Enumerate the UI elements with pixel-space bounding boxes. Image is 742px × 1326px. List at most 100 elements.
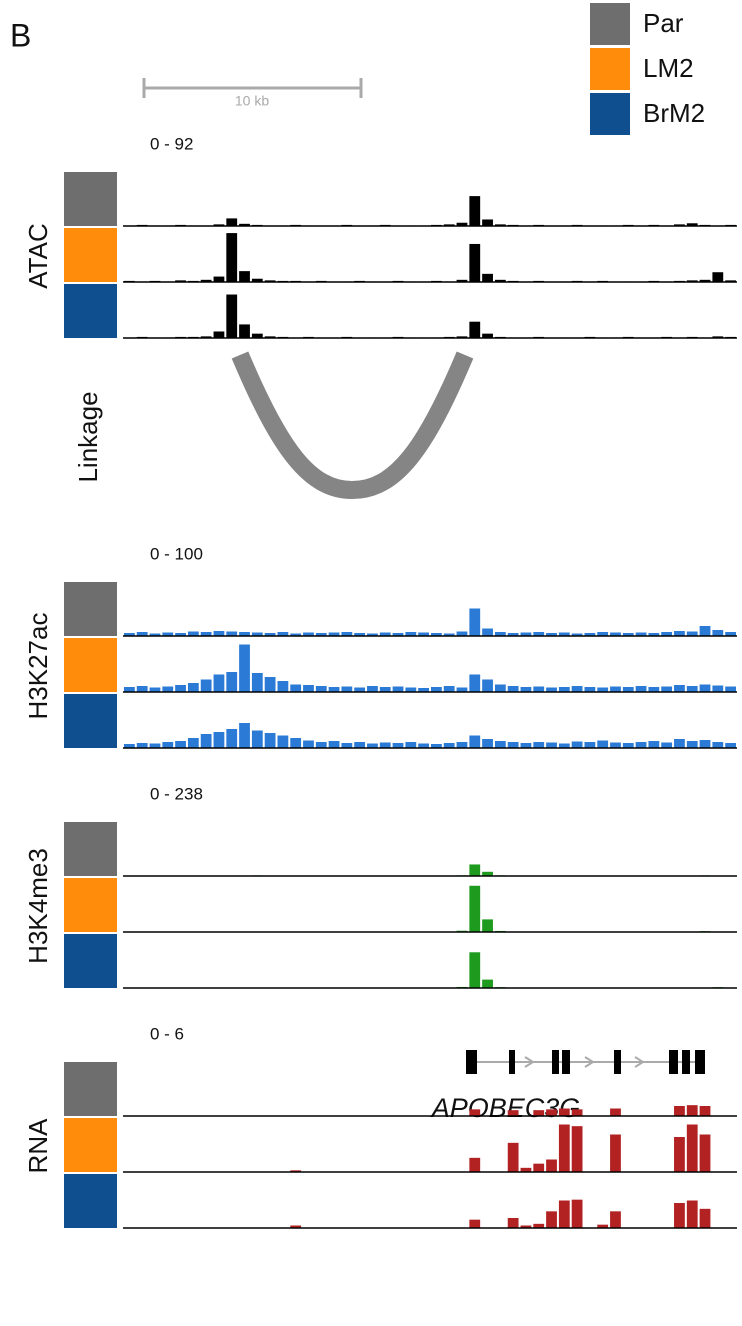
exon — [562, 1050, 570, 1074]
signal-bar — [635, 742, 647, 748]
signal-bar — [469, 1109, 481, 1116]
signal-bar — [200, 679, 212, 692]
track-range: 0 - 100 — [150, 544, 203, 563]
exon — [695, 1050, 705, 1074]
signal-bar — [558, 1108, 570, 1116]
signal-bar — [469, 864, 481, 876]
signal-bar — [584, 687, 596, 692]
signal-bar — [494, 684, 506, 692]
signal-bar — [482, 219, 493, 226]
signal-bar — [482, 871, 493, 876]
signal-bar — [149, 633, 161, 636]
signal-bar — [456, 336, 468, 338]
signal-bar — [175, 633, 186, 636]
exon — [682, 1050, 690, 1074]
signal-bar — [213, 674, 225, 692]
signal-bar — [610, 1211, 621, 1228]
signal-bar — [124, 633, 135, 636]
signal-bar — [469, 735, 481, 748]
signal-bar — [648, 687, 660, 692]
signal-bar — [162, 686, 174, 692]
signal-bar — [443, 633, 455, 636]
signal-bar — [699, 684, 711, 692]
signal-bar — [712, 742, 724, 748]
exon — [614, 1050, 621, 1074]
signal-bar — [520, 632, 532, 636]
signal-bar — [533, 1110, 545, 1116]
signal-bar — [674, 1137, 685, 1172]
signal-bar — [558, 1124, 570, 1172]
legend-label: LM2 — [643, 53, 694, 83]
exon — [552, 1050, 559, 1074]
signal-bar — [303, 632, 314, 636]
signal-bar — [213, 331, 225, 338]
signal-bar — [251, 333, 263, 338]
signal-bar — [431, 744, 442, 748]
sample-box — [64, 228, 117, 282]
signal-bar — [187, 738, 199, 748]
legend-label: BrM2 — [643, 98, 705, 128]
signal-bar — [354, 633, 366, 636]
signal-bar — [674, 685, 685, 692]
signal-bar — [124, 687, 135, 692]
signal-bar — [264, 280, 276, 282]
signal-bar — [520, 687, 532, 692]
signal-bar — [533, 1223, 545, 1228]
signal-bar — [469, 885, 481, 932]
signal-bar — [392, 686, 404, 692]
legend-swatch — [590, 93, 630, 135]
signal-bar — [124, 744, 135, 748]
signal-bar — [175, 741, 186, 748]
sample-box — [64, 172, 117, 226]
signal-bar — [405, 742, 417, 748]
signal-bar — [290, 1170, 302, 1172]
signal-bar — [456, 631, 468, 636]
signal-bar — [469, 608, 481, 636]
signal-bar — [367, 633, 378, 636]
signal-bar — [635, 632, 647, 636]
signal-bar — [558, 687, 570, 692]
signal-bar — [674, 1106, 685, 1116]
strand-arrows — [524, 1056, 645, 1068]
signal-bar — [558, 632, 570, 636]
signal-bar — [175, 685, 186, 692]
signal-bar — [597, 740, 609, 748]
signal-bar — [418, 743, 429, 748]
signal-bar — [251, 632, 263, 636]
signal-bar — [239, 271, 250, 282]
signal-bar — [226, 294, 238, 338]
signal-bar — [699, 1106, 711, 1116]
signal-bar — [226, 218, 238, 226]
signal-bar — [379, 632, 391, 636]
signal-bar — [686, 1200, 698, 1228]
signal-bar — [379, 687, 391, 692]
signal-bar — [494, 632, 506, 636]
sample-box — [64, 878, 117, 932]
signal-bar — [520, 743, 532, 748]
signal-bar — [725, 280, 736, 282]
signal-bar — [507, 1142, 519, 1172]
signal-bar — [571, 686, 583, 692]
signal-bar — [610, 686, 621, 692]
signal-bar — [328, 632, 340, 636]
signal-bar — [622, 633, 634, 636]
signal-bar — [546, 687, 557, 692]
signal-bar — [251, 673, 263, 692]
sample-box — [64, 638, 117, 692]
signal-bar — [315, 686, 327, 692]
signal-bar — [379, 742, 391, 748]
signal-bar — [469, 1157, 481, 1172]
signal-bar — [661, 686, 673, 692]
signal-bar — [456, 279, 468, 282]
signal-bar — [239, 223, 250, 226]
signal-bar — [661, 742, 673, 748]
signal-bar — [328, 741, 340, 748]
sample-box — [64, 1174, 117, 1228]
signal-bar — [213, 732, 225, 748]
signal-bar — [520, 1225, 532, 1228]
signal-bar — [597, 632, 609, 636]
legend-swatch — [590, 48, 630, 90]
sample-box — [64, 582, 117, 636]
signal-bar — [507, 742, 519, 748]
